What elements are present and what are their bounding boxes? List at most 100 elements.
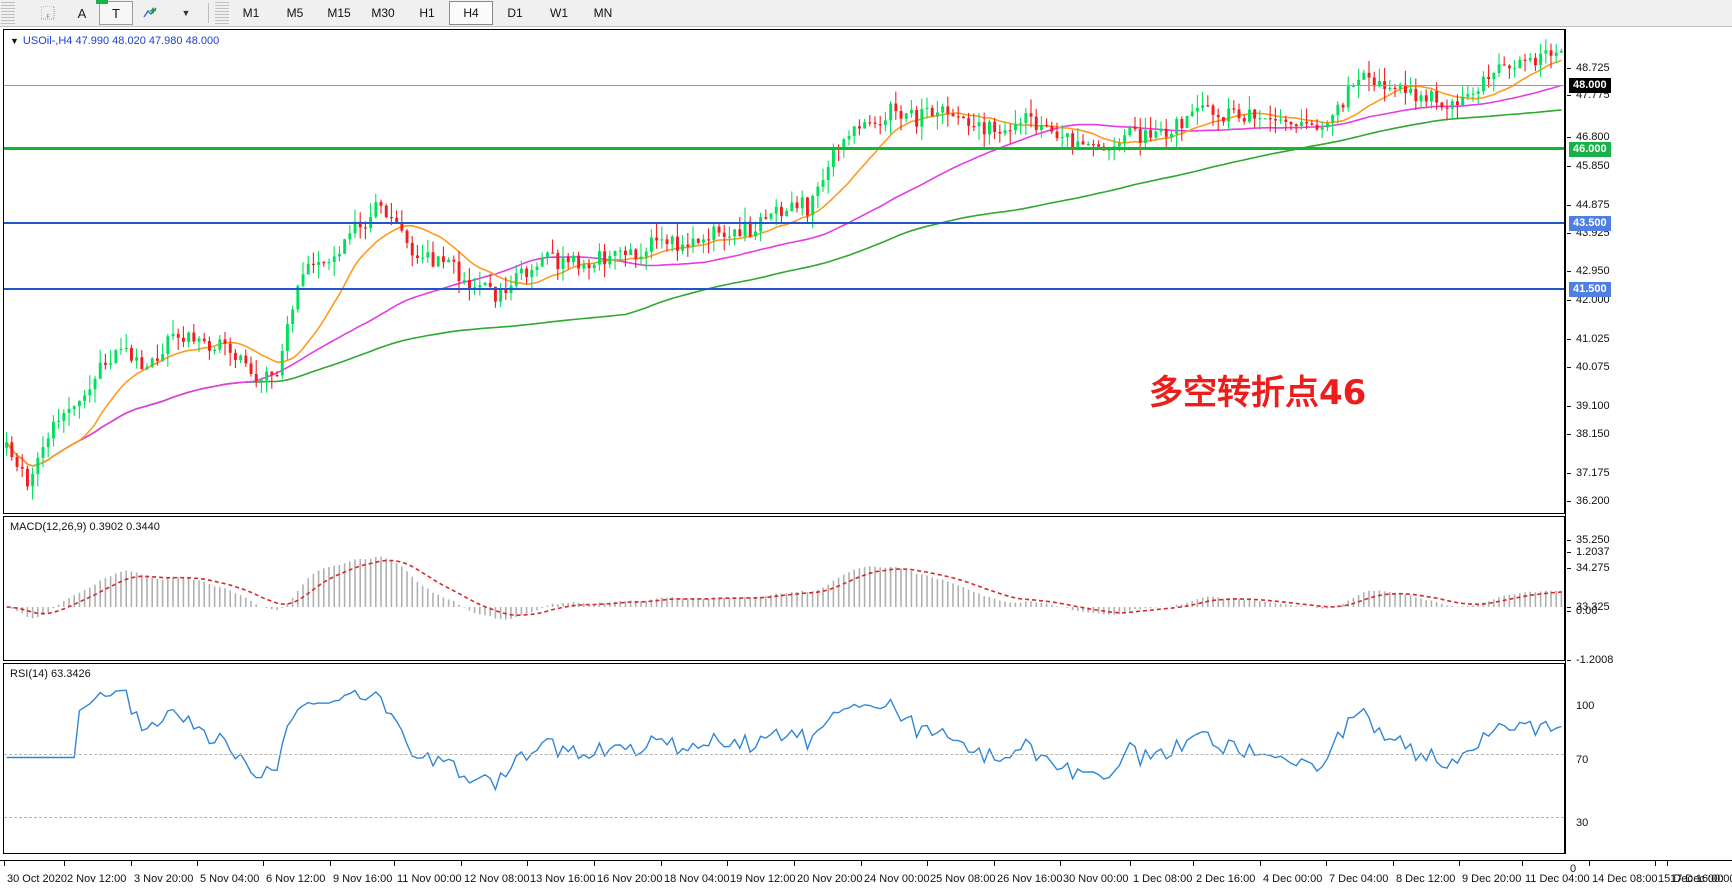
- time-tickmark: [927, 861, 928, 866]
- axis-tickmark: [1567, 137, 1571, 138]
- axis-tickmark: [1567, 568, 1571, 569]
- time-tickmark: [661, 861, 662, 866]
- price-tick-41.025: 41.025: [1576, 333, 1610, 345]
- timeframe-mn[interactable]: MN: [593, 6, 613, 20]
- candle-series: [5, 39, 1563, 500]
- axis-tickmark: [1567, 367, 1571, 368]
- toolbar-grip-icon[interactable]: [1, 2, 15, 24]
- price-badge-43.500[interactable]: 43.500: [1569, 216, 1611, 231]
- time-label: 2 Nov 12:00: [67, 873, 127, 885]
- time-label: 9 Nov 16:00: [333, 873, 393, 885]
- time-label: 8 Dec 12:00: [1396, 873, 1456, 885]
- time-tickmark: [727, 861, 728, 866]
- toolbar: F A T ▼ M1 M5 M15 M30 H1 H4 D1 W1 MN: [0, 0, 1732, 27]
- timeframe-h4[interactable]: H4: [449, 1, 493, 25]
- axis-tickmark: [1567, 233, 1571, 234]
- axis-tickmark: [1567, 166, 1571, 167]
- timeframe-m15[interactable]: M15: [327, 6, 351, 20]
- axis-tickmark: [1567, 95, 1571, 96]
- rsi-guide-30: [4, 817, 1564, 818]
- text-tool-label: A: [77, 5, 87, 21]
- time-tickmark: [1589, 861, 1590, 866]
- svg-text:F: F: [46, 14, 49, 20]
- axis-tickmark: [1567, 501, 1571, 502]
- price-badge-41.500[interactable]: 41.500: [1569, 282, 1611, 297]
- time-label: 6 Nov 12:00: [266, 873, 326, 885]
- timeframe-h1[interactable]: H1: [419, 6, 435, 20]
- timeframe-grip-icon[interactable]: [215, 2, 229, 24]
- timeframe-m5[interactable]: M5: [286, 6, 304, 20]
- time-tickmark: [1655, 861, 1656, 866]
- price-tick-34.275: 34.275: [1576, 562, 1610, 574]
- time-label: 12 Nov 08:00: [464, 873, 530, 885]
- rsi-panel[interactable]: RSI(14) 63.3426: [3, 663, 1565, 854]
- rsi-header: RSI(14) 63.3426: [10, 668, 91, 680]
- time-tickmark: [994, 861, 995, 866]
- time-tickmark: [330, 861, 331, 866]
- time-label: 3 Nov 20:00: [134, 873, 194, 885]
- time-label: 13 Nov 16:00: [530, 873, 596, 885]
- time-label: 5 Nov 04:00: [200, 873, 260, 885]
- time-tickmark: [197, 861, 198, 866]
- text-tool-button[interactable]: A: [65, 1, 99, 25]
- axis-tickmark: [1567, 68, 1571, 69]
- timeframe-d1[interactable]: D1: [507, 6, 523, 20]
- axis-tickmark: [1567, 406, 1571, 407]
- price-plot: [4, 30, 1564, 513]
- timeframe-m1[interactable]: M1: [242, 6, 260, 20]
- rsi-tick-30: 30: [1576, 817, 1589, 829]
- price-line-48000[interactable]: [4, 85, 1564, 86]
- ma-fast-line: [5, 59, 1562, 467]
- time-tickmark: [1522, 861, 1523, 866]
- time-axis[interactable]: 0 30 Oct 2020 2 Nov 12:00 3 Nov 20:00 5 Nov…: [0, 860, 1732, 896]
- macd-histogram: [11, 556, 1563, 620]
- macd-tick-0.00: 0.00: [1576, 605, 1598, 617]
- chart-annotation-text[interactable]: 多空转折点46: [1149, 373, 1367, 413]
- price-tick-45.850: 45.850: [1576, 160, 1610, 172]
- time-label: 30 Oct 2020: [7, 873, 67, 885]
- time-label: 26 Nov 16:00: [997, 873, 1063, 885]
- macd-panel[interactable]: MACD(12,26,9) 0.3902 0.3440: [3, 516, 1565, 661]
- price-tick-37.175: 37.175: [1576, 467, 1610, 479]
- time-tickmark: [4, 861, 5, 866]
- rsi-guide-70: [4, 754, 1564, 755]
- axis-tickmark: [1567, 339, 1571, 340]
- price-tick-46.800: 46.800: [1576, 131, 1610, 143]
- time-label: 24 Nov 00:00: [864, 873, 930, 885]
- time-label: 20 Nov 20:00: [797, 873, 863, 885]
- symbol-header[interactable]: ▼ USOil-,H4 47.990 48.020 47.980 48.000: [10, 35, 219, 47]
- price-badge-46.000[interactable]: 46.000: [1569, 142, 1611, 157]
- time-label: 9 Dec 20:00: [1462, 873, 1522, 885]
- timeframe-m30[interactable]: M30: [371, 6, 395, 20]
- toolbar-divider: [208, 3, 209, 23]
- time-label: 15 Dec 16:00: [1658, 873, 1724, 885]
- label-tool-button[interactable]: T: [99, 1, 133, 25]
- time-tickmark: [1326, 861, 1327, 866]
- chart-area: ▼ USOil-,H4 47.990 48.020 47.980 48.000 多…: [0, 27, 1732, 895]
- axis-tickmark: [1567, 434, 1571, 435]
- price-tick-44.875: 44.875: [1576, 199, 1610, 211]
- axis-tickmark: [1567, 540, 1571, 541]
- axis-tickmark: [1567, 611, 1571, 612]
- price-axis-divider: [1565, 29, 1566, 854]
- price-panel[interactable]: ▼ USOil-,H4 47.990 48.020 47.980 48.000 多…: [3, 29, 1565, 514]
- rsi-tick-100: 100: [1576, 700, 1595, 712]
- rsi-plot: [4, 664, 1564, 853]
- time-label: 19 Nov 12:00: [730, 873, 796, 885]
- chevron-down-icon[interactable]: ▼: [181, 8, 191, 18]
- level-line-41500[interactable]: [4, 288, 1564, 290]
- time-tickmark: [1060, 861, 1061, 866]
- timeframe-w1[interactable]: W1: [550, 6, 568, 20]
- axis-tickmark: [1567, 552, 1571, 553]
- price-axis[interactable]: 48.725 47.775 46.800 45.850 44.875 43.925 42.9…: [1567, 27, 1732, 857]
- crosshair-tool-icon[interactable]: F: [31, 1, 65, 25]
- level-line-46000[interactable]: [4, 147, 1564, 150]
- collapse-arrow-icon[interactable]: ▼: [10, 36, 19, 46]
- time-tickmark: [1130, 861, 1131, 866]
- rsi-plot-svg: [6, 689, 1562, 792]
- price-badge-48.000[interactable]: 48.000: [1569, 78, 1611, 93]
- indicators-icon[interactable]: [133, 1, 167, 25]
- price-tick-33.325: 33.325: [1576, 601, 1610, 613]
- level-line-43500[interactable]: [4, 222, 1564, 224]
